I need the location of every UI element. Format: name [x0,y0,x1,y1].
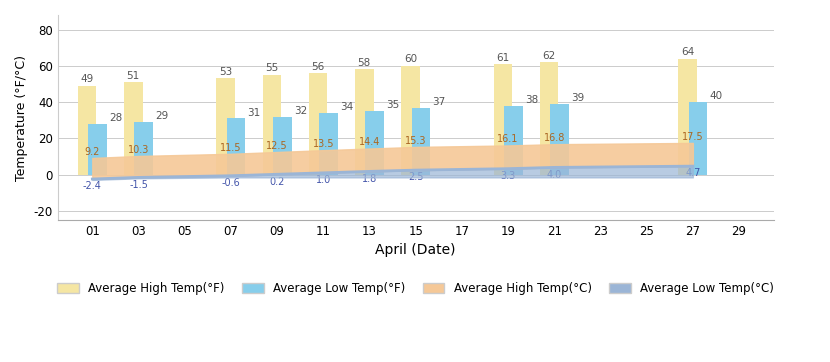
Text: 64: 64 [681,47,694,57]
Text: 12.5: 12.5 [266,141,288,151]
Text: 15.3: 15.3 [405,136,427,146]
Bar [678,59,697,174]
Text: 53: 53 [219,67,232,77]
Text: 58: 58 [358,58,371,68]
Bar [88,124,107,174]
Text: 29: 29 [155,111,168,121]
Text: 61: 61 [496,52,510,63]
Text: -1.5: -1.5 [129,180,148,190]
Bar [540,62,559,174]
Text: 14.4: 14.4 [359,137,380,147]
Bar [124,82,143,174]
Text: 39: 39 [571,93,584,103]
Text: 49: 49 [81,74,94,84]
Bar [412,108,430,174]
Bar [365,111,384,174]
Bar [273,117,291,174]
Bar [494,64,512,174]
X-axis label: April (Date): April (Date) [375,243,456,257]
Bar [78,86,96,174]
Text: 3.3: 3.3 [500,171,515,181]
Text: 55: 55 [266,63,279,73]
Text: 4.0: 4.0 [547,170,562,180]
Bar [217,79,235,174]
Bar [550,104,569,174]
Text: -2.4: -2.4 [83,181,102,191]
Text: 34: 34 [340,102,354,112]
Text: 56: 56 [311,62,325,72]
Text: 9.2: 9.2 [85,147,100,157]
Text: 10.3: 10.3 [128,145,149,155]
Text: 28: 28 [109,113,122,123]
Text: 60: 60 [404,54,417,64]
Text: 35: 35 [386,100,399,110]
Text: 16.8: 16.8 [544,133,565,143]
Text: 51: 51 [127,71,140,81]
Bar [355,70,374,174]
Legend: Average High Temp(°F), Average Low Temp(°F), Average High Temp(°C), Average Low : Average High Temp(°F), Average Low Temp(… [53,277,779,300]
Bar [262,75,281,174]
Text: 17.5: 17.5 [682,132,704,142]
Text: 40: 40 [710,91,723,101]
Text: 2.5: 2.5 [408,172,423,182]
Text: 32: 32 [294,106,307,116]
Text: 11.5: 11.5 [220,143,242,152]
Text: 13.5: 13.5 [313,139,334,149]
Bar [504,106,523,174]
Y-axis label: Temperature (°F/°C): Temperature (°F/°C) [15,55,28,181]
Text: 4.7: 4.7 [686,168,701,178]
Text: 1.0: 1.0 [315,175,331,185]
Text: 31: 31 [247,108,261,118]
Bar [401,66,420,174]
Text: 1.8: 1.8 [362,174,377,184]
Bar [134,122,153,174]
Bar [689,102,707,174]
Text: -0.6: -0.6 [222,178,240,188]
Bar [320,113,338,174]
Text: 0.2: 0.2 [270,177,285,187]
Bar [227,118,246,174]
Text: 38: 38 [525,95,538,105]
Text: 62: 62 [543,51,556,61]
Text: 37: 37 [432,97,446,107]
Text: 16.1: 16.1 [497,134,519,144]
Bar [309,73,327,174]
